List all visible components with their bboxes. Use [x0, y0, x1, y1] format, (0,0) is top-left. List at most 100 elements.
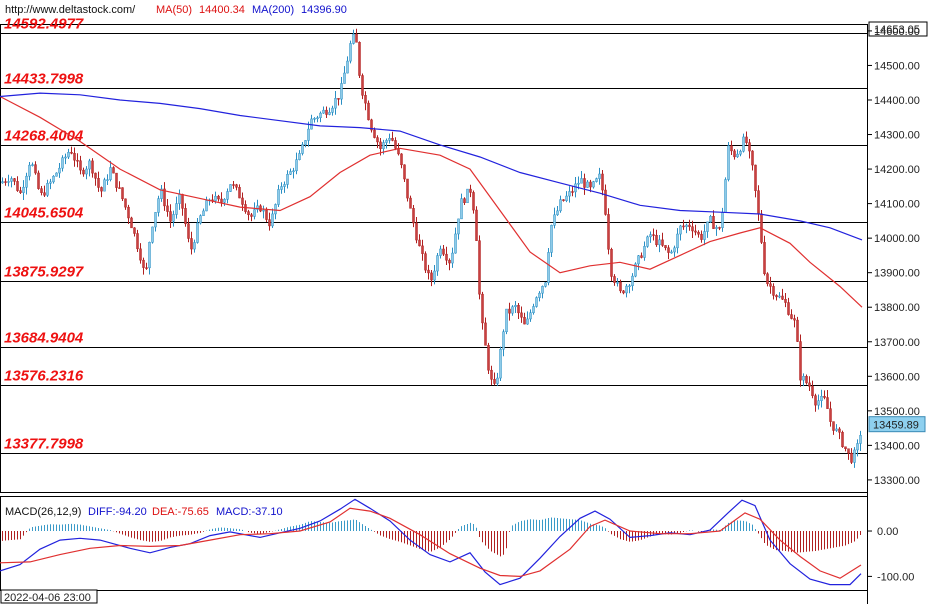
candle-body-216 — [649, 234, 652, 238]
candle-body-198 — [595, 178, 598, 182]
candle-body-220 — [661, 239, 664, 246]
candle-body-217 — [652, 234, 655, 236]
candle-body-165 — [496, 377, 499, 384]
candle-body-164 — [493, 379, 496, 384]
candle-body-99 — [298, 153, 301, 160]
candle-body-61 — [184, 208, 187, 225]
candle-body-13 — [40, 188, 43, 193]
candle-body-72 — [217, 195, 220, 200]
candle-body-283 — [850, 452, 853, 463]
candle-body-60 — [181, 194, 184, 209]
candle-body-131 — [394, 140, 397, 149]
candle-body-85 — [256, 205, 259, 210]
candle-body-115 — [346, 60, 349, 74]
candle-body-197 — [592, 181, 595, 188]
candle-body-84 — [253, 209, 256, 217]
candle-body-205 — [616, 282, 619, 284]
candle-body-280 — [841, 432, 844, 448]
level-label-3: 14045.6504 — [4, 205, 84, 222]
candle-body-234 — [703, 231, 706, 240]
candle-body-104 — [313, 118, 316, 120]
price-tick-label-7: 13900.00 — [874, 268, 920, 280]
candle-body-34 — [103, 179, 106, 192]
candle-body-17 — [52, 175, 55, 183]
candle-body-185 — [556, 210, 559, 216]
candle-body-215 — [646, 236, 649, 247]
macd-tick-label-0: 0.00 — [877, 526, 898, 538]
candle-body-16 — [49, 181, 52, 184]
candle-body-38 — [115, 172, 118, 188]
candle-body-130 — [391, 138, 394, 141]
candle-body-123 — [370, 119, 373, 131]
candle-body-238 — [715, 227, 718, 229]
candle-body-190 — [571, 191, 574, 193]
candle-body-252 — [757, 190, 760, 215]
candle-body-109 — [328, 112, 331, 115]
price-tick-label-2: 14400.00 — [874, 95, 920, 107]
candle-body-1 — [4, 181, 7, 183]
candle-body-159 — [478, 240, 481, 295]
candle-body-116 — [349, 43, 352, 62]
candle-body-143 — [430, 272, 433, 281]
level-label-5: 13684.9404 — [4, 330, 84, 347]
candle-body-161 — [484, 322, 487, 346]
candle-body-148 — [445, 253, 448, 261]
candle-body-36 — [109, 167, 112, 180]
candle-body-256 — [769, 283, 772, 287]
candle-body-23 — [70, 152, 73, 154]
candle-body-77 — [232, 184, 235, 186]
candle-body-169 — [508, 308, 511, 314]
candle-body-54 — [163, 188, 166, 207]
candle-body-59 — [178, 194, 181, 204]
candle-body-56 — [169, 211, 172, 222]
candle-body-139 — [418, 239, 421, 247]
candle-body-40 — [121, 187, 124, 200]
candle-body-41 — [124, 198, 127, 208]
candle-body-225 — [676, 233, 679, 249]
candle-body-251 — [754, 164, 757, 191]
candle-body-156 — [469, 188, 472, 193]
candle-body-98 — [295, 159, 298, 172]
candle-body-209 — [628, 285, 631, 288]
ma200-line — [0, 92, 863, 241]
candle-body-62 — [187, 223, 190, 239]
macd-label: MACD(26,12,9) — [5, 506, 81, 518]
candle-body-95 — [286, 174, 289, 185]
candle-body-9 — [28, 164, 31, 177]
candle-body-105 — [316, 117, 319, 119]
price-tick-label-10: 13600.00 — [874, 371, 920, 383]
candle-body-8 — [25, 175, 28, 188]
candle-body-158 — [475, 209, 478, 241]
candle-body-35 — [106, 179, 109, 181]
candle-body-121 — [364, 95, 367, 104]
candle-body-68 — [205, 200, 208, 212]
candle-body-232 — [697, 231, 700, 235]
candle-body-189 — [568, 191, 571, 197]
candle-body-58 — [175, 203, 178, 215]
level-label-0: 14592.4977 — [4, 16, 84, 33]
candle-body-274 — [823, 396, 826, 398]
candle-body-259 — [778, 295, 781, 298]
candle-body-194 — [583, 178, 586, 188]
candle-body-262 — [787, 302, 790, 315]
time-label-box — [0, 589, 98, 604]
price-tick-label-4: 14200.00 — [874, 164, 920, 176]
candle-body-141 — [424, 253, 427, 271]
candle-body-254 — [763, 242, 766, 275]
candle-body-117 — [352, 33, 355, 44]
candle-body-147 — [442, 248, 445, 255]
candle-body-91 — [274, 204, 277, 215]
candle-body-199 — [598, 173, 601, 179]
candle-body-39 — [118, 187, 121, 189]
candle-body-281 — [844, 446, 847, 449]
candle-body-273 — [820, 396, 823, 401]
candle-body-55 — [166, 205, 169, 212]
candle-body-82 — [247, 211, 250, 216]
candle-body-149 — [448, 259, 451, 264]
candle-body-173 — [520, 312, 523, 318]
candle-body-237 — [712, 216, 715, 229]
candle-body-47 — [142, 259, 145, 268]
candle-body-260 — [781, 295, 784, 300]
price-tick-label-8: 13800.00 — [874, 302, 920, 314]
